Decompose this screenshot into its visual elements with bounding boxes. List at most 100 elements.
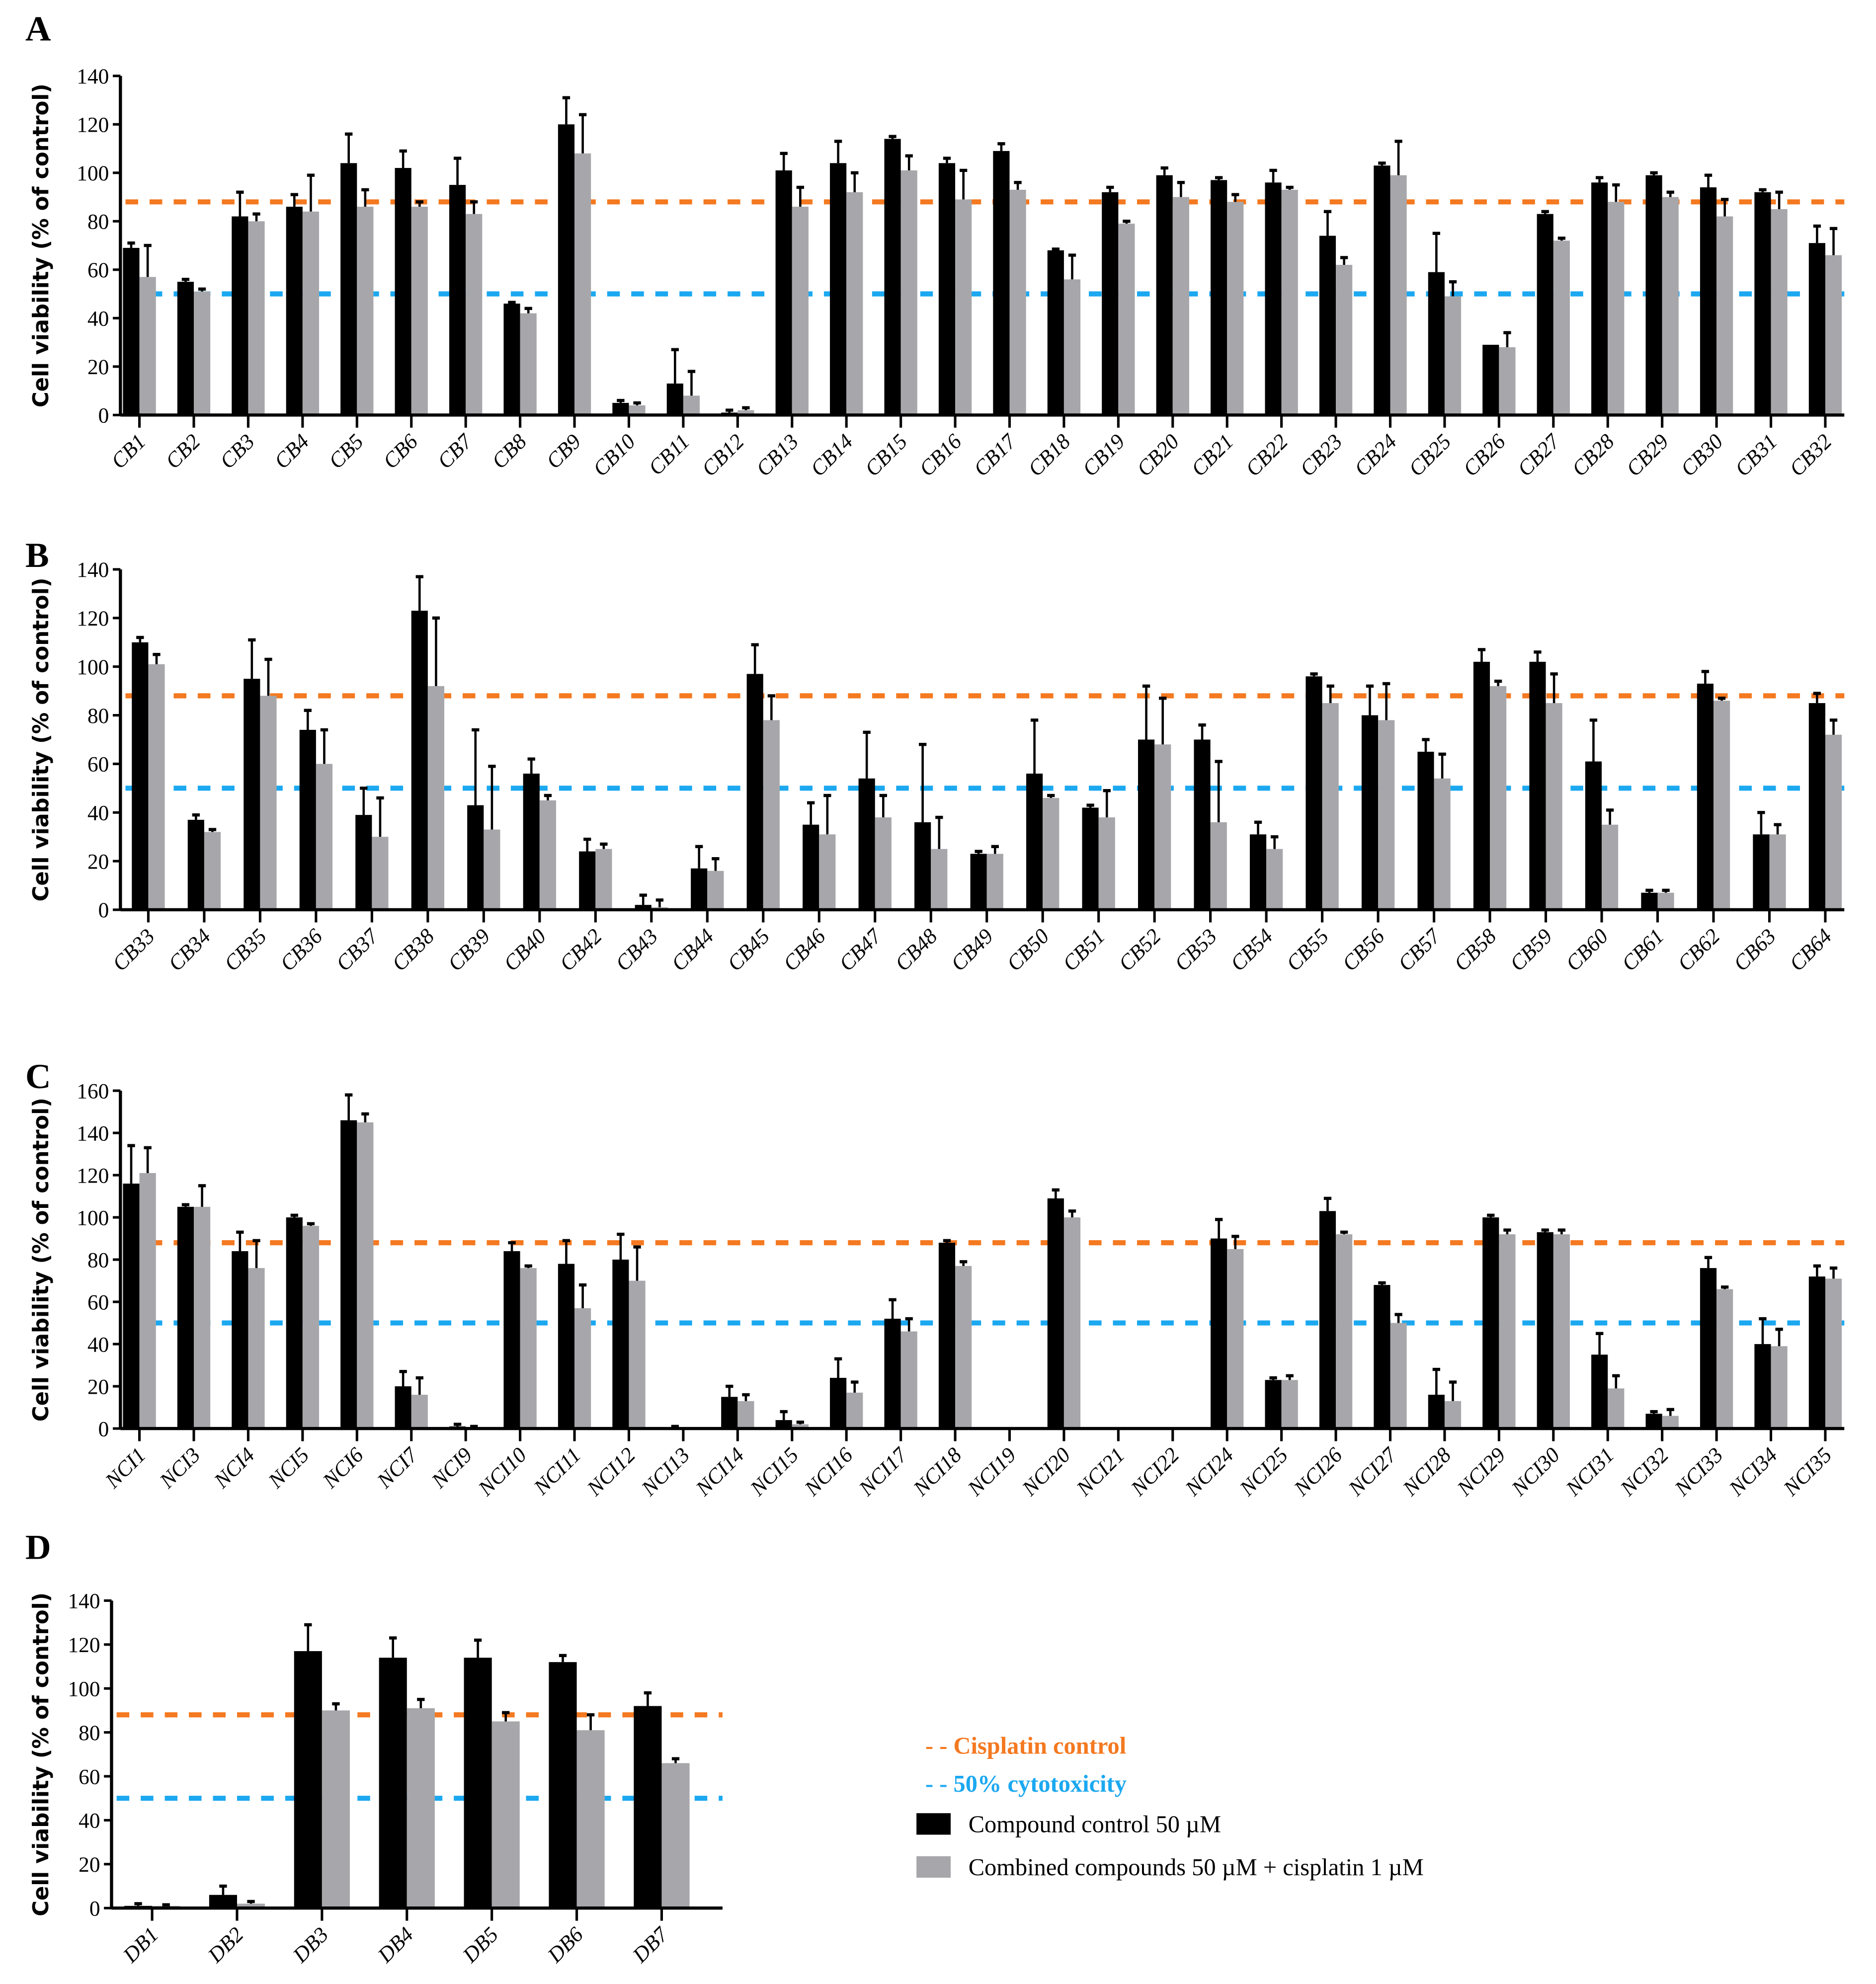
bar-combined-CB38	[427, 686, 445, 910]
bar-combined-CB58	[1490, 686, 1507, 910]
bar-compound-CB20	[1156, 175, 1173, 415]
x-tick-label: NCI31	[1561, 1443, 1619, 1501]
x-tick-label: NCI7	[372, 1442, 423, 1494]
x-tick-label: NCI25	[1235, 1443, 1293, 1501]
bar-combined-DB4	[407, 1708, 435, 1908]
bar-compound-CB23	[1319, 236, 1336, 415]
x-tick-label: CB25	[1404, 429, 1456, 481]
bar-combined-NCI32	[1662, 1416, 1679, 1429]
bar-combined-CB60	[1602, 824, 1619, 910]
bar-compound-CB6	[395, 168, 411, 415]
bar-combined-CB31	[1771, 209, 1788, 415]
bar-combined-CB22	[1281, 189, 1298, 415]
bar-combined-DB3	[322, 1710, 350, 1908]
x-tick-label: NCI26	[1289, 1443, 1347, 1501]
y-tick-label: 120	[68, 1633, 100, 1657]
x-tick-label: NCI20	[1017, 1443, 1075, 1501]
x-tick-label: CB6	[379, 429, 423, 474]
bar-compound-NCI26	[1319, 1211, 1336, 1429]
bar-compound-CB57	[1417, 751, 1434, 910]
bar-combined-NCI14	[737, 1401, 754, 1429]
bar-combined-CB26	[1499, 347, 1516, 415]
y-tick-label: 60	[79, 1765, 100, 1789]
x-tick-label: CB54	[1226, 924, 1278, 976]
bar-compound-NCI24	[1211, 1238, 1227, 1429]
bar-compound-NCI6	[340, 1120, 357, 1429]
legend-swatch-combined	[916, 1856, 951, 1878]
bar-compound-CB42	[579, 851, 596, 910]
bar-combined-CB29	[1662, 197, 1679, 415]
bar-compound-CB21	[1211, 180, 1227, 415]
bar-combined-CB11	[683, 396, 700, 415]
x-tick-label: CB12	[697, 429, 749, 481]
x-tick-label: DB6	[543, 1922, 588, 1968]
bar-combined-CB54	[1266, 849, 1283, 910]
x-tick-label: CB2	[161, 429, 205, 473]
y-tick-label: 20	[87, 1375, 109, 1399]
bar-combined-CB36	[316, 764, 333, 910]
bar-combined-CB39	[484, 829, 500, 910]
bar-combined-CB15	[900, 170, 917, 415]
x-tick-label: DB1	[118, 1922, 163, 1968]
bar-compound-CB7	[449, 185, 466, 415]
y-tick-label: 100	[77, 1206, 109, 1230]
x-tick-label: CB61	[1617, 924, 1669, 976]
bar-compound-CB8	[503, 304, 520, 415]
bar-compound-CB33	[132, 642, 149, 910]
bar-compound-CB2	[177, 282, 194, 415]
bar-compound-NCI32	[1645, 1414, 1662, 1429]
y-tick-label: 100	[77, 161, 109, 185]
bar-combined-CB28	[1608, 202, 1625, 415]
bar-combined-DB5	[491, 1721, 520, 1908]
y-tick-label: 40	[87, 1333, 109, 1356]
y-tick-label: 60	[87, 258, 109, 282]
bar-compound-CB63	[1753, 834, 1770, 910]
bar-combined-DB2	[237, 1904, 265, 1908]
y-tick-label: 0	[98, 404, 109, 428]
bar-combined-NCI7	[411, 1395, 428, 1429]
bar-compound-CB31	[1754, 192, 1771, 415]
bar-compound-CB19	[1102, 192, 1119, 415]
bar-compound-NCI4	[232, 1251, 248, 1429]
bar-combined-CB13	[792, 207, 809, 415]
bar-compound-NCI29	[1482, 1217, 1499, 1429]
x-tick-label: CB9	[542, 429, 585, 473]
y-tick-label: 0	[89, 1897, 100, 1921]
bar-compound-CB1	[123, 247, 140, 415]
x-tick-label: NCI16	[800, 1443, 858, 1501]
y-tick-label: 0	[98, 1417, 109, 1441]
bar-combined-NCI31	[1608, 1388, 1625, 1429]
bar-compound-CB38	[411, 611, 428, 910]
y-tick-label: 60	[87, 1290, 109, 1314]
bar-combined-NCI24	[1227, 1249, 1244, 1429]
bar-combined-CB25	[1444, 296, 1462, 415]
bar-compound-CB3	[232, 216, 248, 415]
x-tick-label: CB60	[1561, 924, 1613, 976]
legend-compound: Compound control 50 µM	[969, 1811, 1221, 1837]
x-tick-label: CB64	[1785, 924, 1837, 976]
y-tick-label: 100	[77, 655, 109, 679]
bar-compound-CB49	[970, 854, 987, 910]
bar-combined-CB23	[1336, 265, 1353, 415]
bar-compound-DB7	[634, 1706, 662, 1908]
bar-compound-CB47	[858, 778, 875, 910]
x-tick-label: NCI18	[908, 1443, 967, 1501]
x-tick-label: CB8	[488, 429, 532, 474]
x-tick-label: CB19	[1078, 429, 1130, 481]
bar-combined-CB5	[357, 207, 374, 415]
x-tick-label: CB33	[108, 924, 160, 976]
bar-combined-CB33	[148, 664, 165, 910]
y-tick-label: 140	[77, 558, 109, 582]
bar-combined-CB52	[1154, 744, 1171, 910]
x-tick-label: NCI3	[155, 1443, 205, 1493]
bar-combined-CB3	[248, 221, 265, 415]
bar-combined-NCI12	[629, 1280, 646, 1429]
bar-combined-CB1	[139, 277, 156, 415]
bar-compound-CB22	[1265, 182, 1282, 415]
bar-combined-CB37	[372, 837, 389, 910]
bar-combined-CB57	[1434, 778, 1451, 910]
bar-combined-CB8	[520, 313, 537, 415]
legend: - - Cisplatin control - - 50% cytotoxici…	[916, 1733, 1424, 1881]
bar-compound-CB58	[1473, 661, 1490, 910]
bar-compound-NCI27	[1374, 1285, 1390, 1429]
